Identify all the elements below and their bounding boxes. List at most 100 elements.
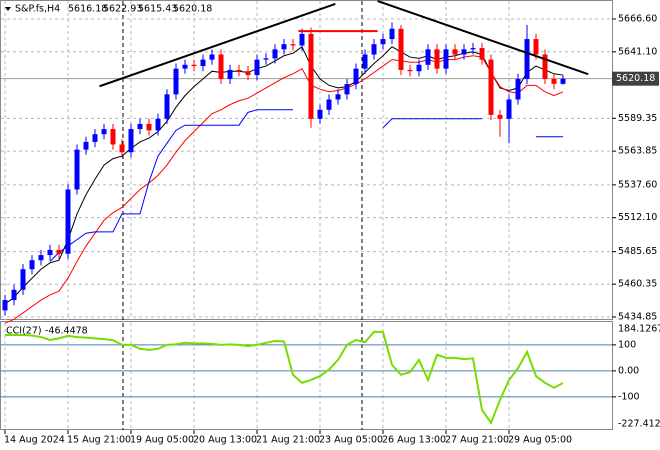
candle-body (245, 71, 251, 76)
candle-body (56, 249, 62, 254)
candle-body (506, 99, 512, 119)
y-tick-label: 5485.65 (618, 246, 657, 257)
x-tick-label: 23 Aug 05:00 (319, 435, 383, 446)
candle-body (389, 28, 395, 40)
cci-title: CCI(27) (6, 326, 42, 337)
candle-body (335, 94, 341, 100)
candle-body (443, 49, 449, 69)
y-tick-label: 5434.85 (618, 311, 657, 322)
candle-body (182, 64, 188, 69)
candle-body (83, 141, 89, 150)
candle-body (407, 69, 413, 72)
candle-body (317, 109, 323, 119)
candle-body (29, 260, 35, 270)
y-limit-label: -227.4128 (618, 419, 660, 430)
y-limit-label: 184.1267 (618, 324, 660, 335)
y-tick-label: -100 (618, 391, 640, 402)
main-frame (0, 0, 613, 320)
y-tick-label: 100 (618, 339, 636, 350)
candle-body (191, 64, 197, 67)
candle-body (479, 48, 485, 60)
x-tick-label: 19 Aug 05:00 (130, 435, 194, 446)
candle-body (227, 69, 233, 79)
candle-body (236, 69, 242, 72)
y-tick-label: 5512.10 (618, 212, 657, 223)
y-tick-label: 5666.60 (618, 14, 657, 25)
candle-body (533, 39, 539, 55)
candle-body (47, 249, 53, 256)
candle-body (137, 123, 143, 130)
candle-body (2, 300, 8, 311)
candle-body (92, 134, 98, 142)
candle-body (524, 39, 530, 79)
candle-body (497, 114, 503, 119)
candle-body (416, 64, 422, 72)
candle-body (74, 149, 80, 190)
candle-body (119, 144, 125, 153)
candle-body (164, 94, 170, 119)
candle-body (299, 33, 305, 46)
x-tick-label: 15 Aug 21:00 (67, 435, 131, 446)
candle-body (254, 59, 260, 76)
candle-body (326, 99, 332, 110)
candle-body (452, 49, 458, 55)
candle-body (542, 54, 548, 79)
open-value: 5616.18 (68, 4, 107, 15)
candle-body (488, 59, 494, 115)
candle-body (461, 49, 467, 55)
candle-body (155, 118, 161, 131)
candle-body (128, 129, 134, 153)
candle-body (551, 78, 557, 84)
candle-body (308, 33, 314, 119)
candle-body (380, 39, 386, 45)
candle-body (344, 84, 350, 95)
candle-body (281, 44, 287, 50)
y-tick-label: 5537.60 (618, 179, 657, 190)
y-tick-label: 5563.85 (618, 146, 657, 157)
candle-body (362, 54, 368, 69)
candle-body (200, 59, 206, 67)
candle-body (425, 49, 431, 65)
candle-body (353, 68, 359, 85)
price-label-box (612, 71, 659, 86)
indicator-line (4, 46, 564, 305)
candle-body (11, 289, 17, 301)
candle-body (65, 189, 71, 254)
candle-body (110, 129, 116, 145)
header-arrow (5, 7, 11, 11)
cci-value: -46.4478 (45, 326, 88, 337)
x-tick-label: 29 Aug 05:00 (508, 435, 572, 446)
close-value: 5620.18 (173, 4, 212, 15)
header: S&P.fs,H4 5616.18 5622.93 5615.43 5620.1… (5, 4, 212, 337)
x-tick-label: 20 Aug 13:00 (193, 435, 257, 446)
candle-body (290, 44, 296, 46)
candle-body (371, 44, 377, 55)
candle-body (20, 269, 26, 290)
cci-frame (0, 321, 613, 430)
candle-body (560, 78, 566, 84)
candle-body (173, 68, 179, 95)
candle-body (146, 123, 152, 131)
x-tick-label: 21 Aug 21:00 (256, 435, 320, 446)
candle-body (263, 58, 269, 60)
indicator-line (49, 109, 563, 262)
candle-body (209, 54, 215, 60)
y-tick-label: 5460.35 (618, 279, 657, 290)
indicator-line (5, 330, 564, 425)
symbol: S&P.fs,H4 (15, 4, 60, 15)
low-value: 5615.43 (138, 4, 177, 15)
price-label: 5620.18 (616, 73, 655, 84)
trendline (377, 0, 589, 76)
y-tick-label: 5641.10 (618, 46, 657, 57)
indicator-line (4, 55, 564, 324)
candle-body (38, 255, 44, 261)
candle-body (398, 28, 404, 70)
trendline (99, 3, 336, 88)
candle-body (434, 49, 440, 69)
panel-frames (0, 0, 613, 430)
candle-body (218, 54, 224, 79)
x-tick-label: 27 Aug 21:00 (445, 435, 509, 446)
